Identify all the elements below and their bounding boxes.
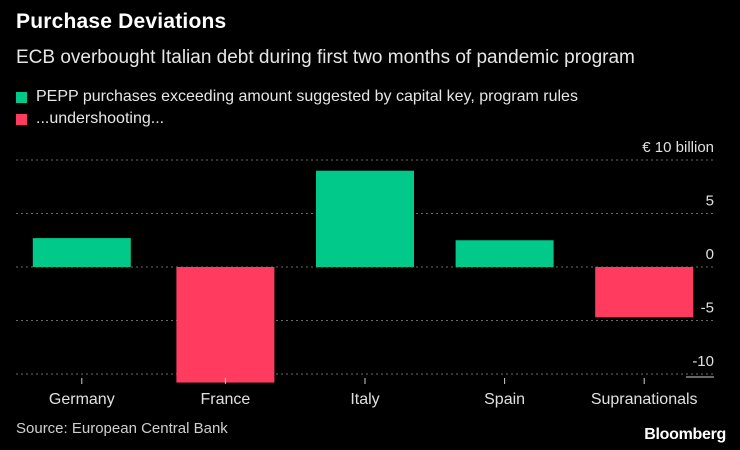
bar-france <box>176 267 275 383</box>
legend-item-undershooting: ...undershooting... <box>16 110 164 128</box>
legend-label-undershooting: ...undershooting... <box>36 110 165 127</box>
bar-italy <box>316 170 414 267</box>
legend-item-exceeding: PEPP purchases exceeding amount suggeste… <box>16 88 578 106</box>
bar-germany <box>32 238 131 267</box>
legend-swatch-exceeding <box>16 91 27 103</box>
y-tick-label-1: 5 <box>706 193 714 210</box>
y-tick-label-4: -10 <box>692 353 714 370</box>
source-note: Source: European Central Bank <box>16 420 228 437</box>
x-tick-label-italy: Italy <box>350 391 379 408</box>
x-tick-label-france: France <box>201 391 251 408</box>
legend-label-exceeding: PEPP purchases exceeding amount suggeste… <box>36 88 578 105</box>
y-tick-label-2: 0 <box>706 246 714 263</box>
bar-spain <box>455 240 554 267</box>
x-tick-label-germany: Germany <box>49 391 115 408</box>
x-tick-label-spain: Spain <box>484 391 525 408</box>
chart-title: Purchase Deviations <box>16 10 227 33</box>
y-tick-label-3: -5 <box>701 300 714 317</box>
bloomberg-logo: Bloomberg <box>644 426 726 443</box>
chart-subtitle: ECB overbought Italian debt during first… <box>16 47 635 68</box>
legend-swatch-undershooting <box>16 113 27 125</box>
x-tick-label-supranationals: Supranationals <box>591 391 698 408</box>
bar-supranationals <box>595 267 694 318</box>
y-tick-label-0: € 10 billion <box>642 139 714 156</box>
